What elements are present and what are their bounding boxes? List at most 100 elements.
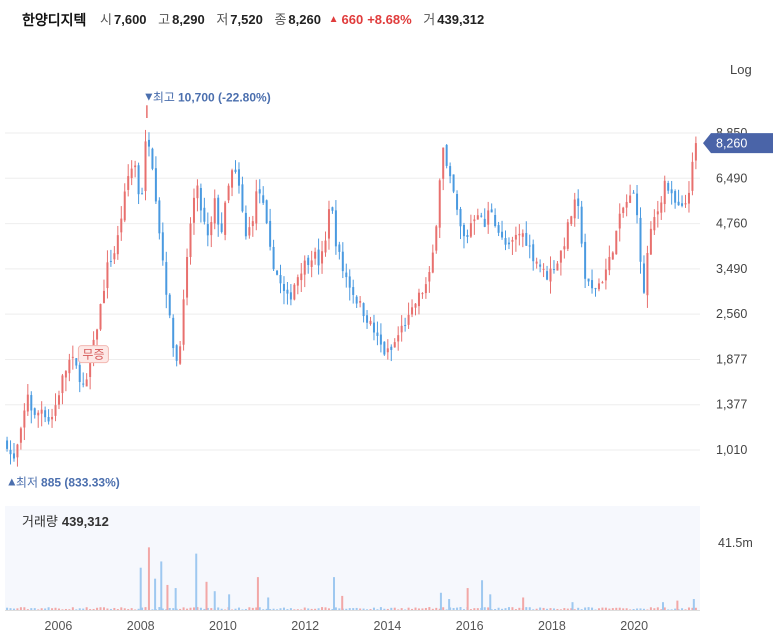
candle-body <box>327 209 330 239</box>
candle-body <box>71 356 74 358</box>
y-tick-label: 4,760 <box>716 217 747 231</box>
volume-bar <box>687 607 690 610</box>
change-value: 660 <box>341 11 364 27</box>
candle-body <box>684 203 687 205</box>
candle-body <box>23 410 26 428</box>
candle-body <box>539 264 542 267</box>
volume-bar <box>296 609 299 610</box>
volume-bar <box>199 607 202 610</box>
volume-bar <box>546 608 549 610</box>
volume-spike-bar <box>522 597 525 610</box>
volume-bar <box>584 607 587 610</box>
candle-body <box>231 170 234 188</box>
volume-bar <box>639 608 642 610</box>
volume-bar <box>618 607 621 610</box>
min-label: 최저 885 (833.33%) <box>16 475 120 489</box>
candle-body <box>161 232 164 261</box>
volume-bar <box>82 608 85 610</box>
volume-bar <box>632 608 635 610</box>
candle-body <box>82 383 85 385</box>
volume-bar <box>407 607 410 610</box>
volume-spike-bar <box>160 561 163 610</box>
up-triangle-small-icon: ▲ <box>6 474 18 488</box>
candle-body <box>54 405 57 416</box>
y-tick-label: 2,560 <box>716 307 747 321</box>
candle-body <box>262 195 265 203</box>
candle-body <box>248 227 251 236</box>
candle-body <box>483 218 486 227</box>
candle-body <box>597 283 600 290</box>
volume-bar <box>459 607 462 610</box>
volume-bar <box>525 607 528 610</box>
volume-bar <box>12 608 15 610</box>
event-badge[interactable]: 무증 <box>77 345 109 364</box>
high-value: 8,290 <box>172 11 205 27</box>
candle-body <box>359 301 362 303</box>
volume-title-value: 439,312 <box>62 514 109 529</box>
volume-bar <box>179 608 182 610</box>
volume-bar <box>435 607 438 610</box>
candle-body <box>549 268 552 282</box>
candle-body <box>646 253 649 296</box>
candle-body <box>196 185 199 199</box>
candle-body <box>400 325 403 333</box>
candle-body <box>518 233 521 236</box>
volume-value: 439,312 <box>437 11 485 27</box>
volume-bar <box>327 608 330 610</box>
candle-body <box>334 210 337 247</box>
candle-body <box>369 320 372 325</box>
candle-body <box>12 453 15 459</box>
x-tick-label: 2006 <box>45 619 73 633</box>
candle-body <box>276 270 279 275</box>
candle-body <box>89 363 92 377</box>
candle-body <box>629 195 632 203</box>
candle-body <box>376 332 379 336</box>
candle-body <box>192 197 195 223</box>
volume-bar <box>78 608 81 610</box>
volume-bar <box>504 608 507 610</box>
volume-bar <box>397 609 400 610</box>
volume-bar <box>507 607 510 610</box>
candle-body <box>269 220 272 247</box>
volume-bar <box>307 608 310 610</box>
candle-body <box>151 148 154 169</box>
volume-bar <box>158 607 161 610</box>
volume-bar <box>452 607 455 610</box>
volume-bar <box>258 607 261 610</box>
volume-bar <box>189 607 192 610</box>
volume-bar <box>217 607 220 610</box>
volume-bar <box>272 608 275 610</box>
volume-bar <box>289 608 292 610</box>
candle-body <box>591 280 594 289</box>
candle-body <box>424 284 427 294</box>
scale-label[interactable]: Log <box>730 62 752 77</box>
volume-bar <box>559 609 562 610</box>
max-label: 최고 10,700 (-22.80%) <box>153 90 271 104</box>
candle-body <box>521 233 524 237</box>
volume-bar <box>237 607 240 610</box>
volume-bar <box>210 608 213 610</box>
candle-body <box>272 246 275 270</box>
event-badge-box <box>77 345 109 364</box>
candle-body <box>442 147 445 179</box>
candles <box>6 105 697 467</box>
candle-body <box>331 207 334 211</box>
candle-body <box>615 230 618 255</box>
volume-bar <box>694 607 697 610</box>
candle-body <box>462 224 465 237</box>
volume-bar <box>608 608 611 610</box>
candle-body <box>514 234 517 240</box>
candle-body <box>379 334 382 345</box>
volume-bar <box>563 608 566 610</box>
volume-bar <box>248 607 251 610</box>
candle-body <box>127 176 130 190</box>
volume-bar <box>462 609 465 610</box>
volume-spike-bar <box>174 588 177 610</box>
y-tick-label: 3,490 <box>716 262 747 276</box>
volume-bar <box>597 608 600 610</box>
volume-bar <box>26 609 29 610</box>
candle-body <box>217 197 220 225</box>
volume-spike-bar <box>676 600 679 610</box>
candle-body <box>456 194 459 210</box>
